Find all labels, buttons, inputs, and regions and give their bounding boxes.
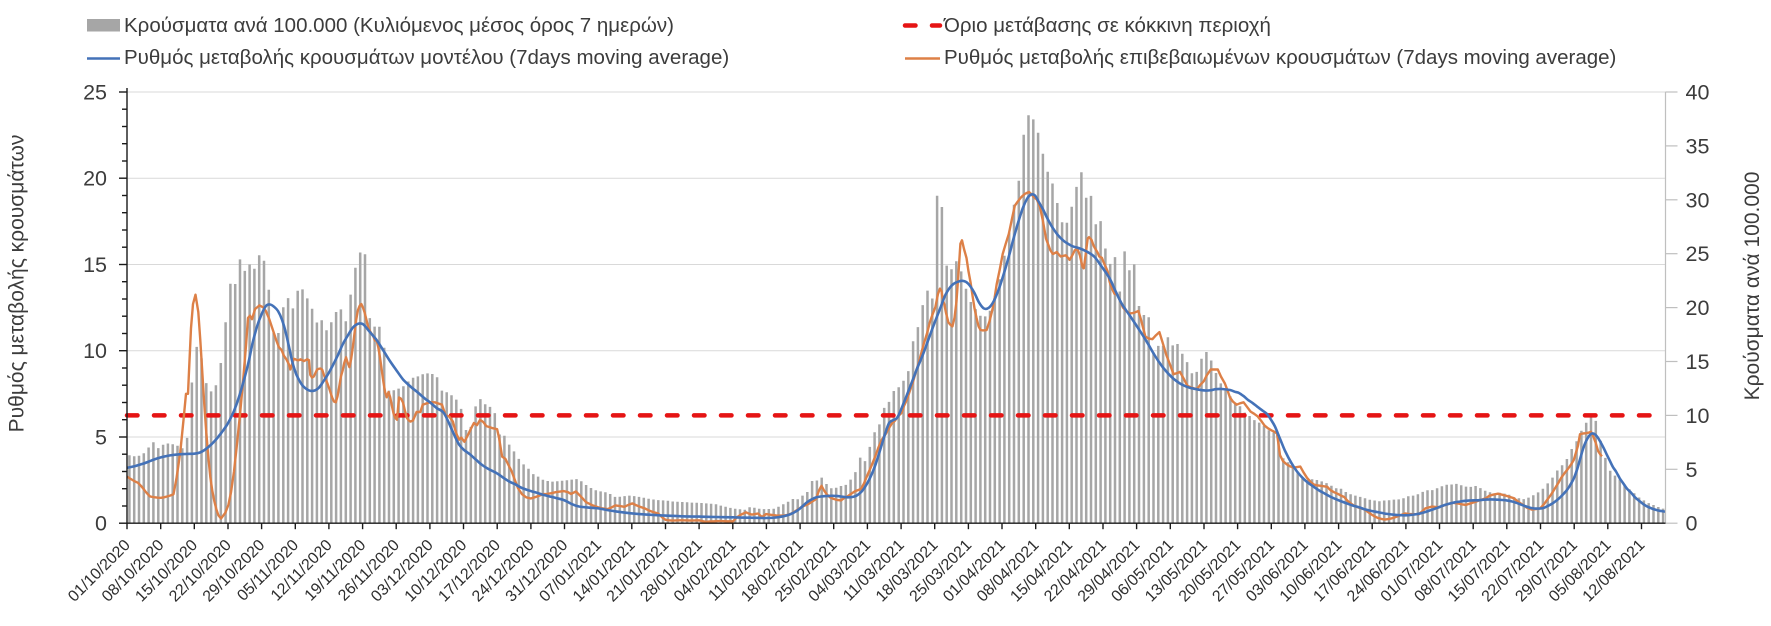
svg-text:15: 15 [1686, 350, 1710, 374]
svg-text:40: 40 [1686, 81, 1710, 105]
svg-text:15: 15 [83, 253, 107, 277]
svg-text:25: 25 [1686, 242, 1710, 266]
svg-text:0: 0 [95, 512, 107, 536]
svg-text:0: 0 [1686, 512, 1698, 536]
svg-text:Κρούσματα ανά 100.000 (Κυλιόμε: Κρούσματα ανά 100.000 (Κυλιόμενος μέσος … [124, 14, 674, 37]
svg-text:35: 35 [1686, 134, 1710, 158]
svg-text:10: 10 [1686, 404, 1710, 428]
svg-text:5: 5 [1686, 458, 1698, 482]
svg-text:Κρούσματα ανά 100.000: Κρούσματα ανά 100.000 [1741, 172, 1764, 401]
svg-text:30: 30 [1686, 188, 1710, 212]
svg-text:Όριο μετάβασης σε κόκκινη περι: Όριο μετάβασης σε κόκκινη περιοχή [943, 14, 1271, 37]
svg-text:5: 5 [95, 426, 107, 450]
svg-text:Ρυθμός μεταβολής κρουσμάτων μο: Ρυθμός μεταβολής κρουσμάτων μοντέλου (7d… [124, 46, 729, 69]
svg-text:20: 20 [1686, 296, 1710, 320]
svg-text:20: 20 [83, 167, 107, 191]
svg-text:Ρυθμός μεταβολής επιβεβαιωμένω: Ρυθμός μεταβολής επιβεβαιωμένων κρουσμάτ… [944, 46, 1616, 69]
svg-text:25: 25 [83, 81, 107, 105]
svg-text:Ρυθμός μεταβολής κρουσμάτων: Ρυθμός μεταβολής κρουσμάτων [6, 135, 29, 433]
svg-text:10: 10 [83, 339, 107, 363]
